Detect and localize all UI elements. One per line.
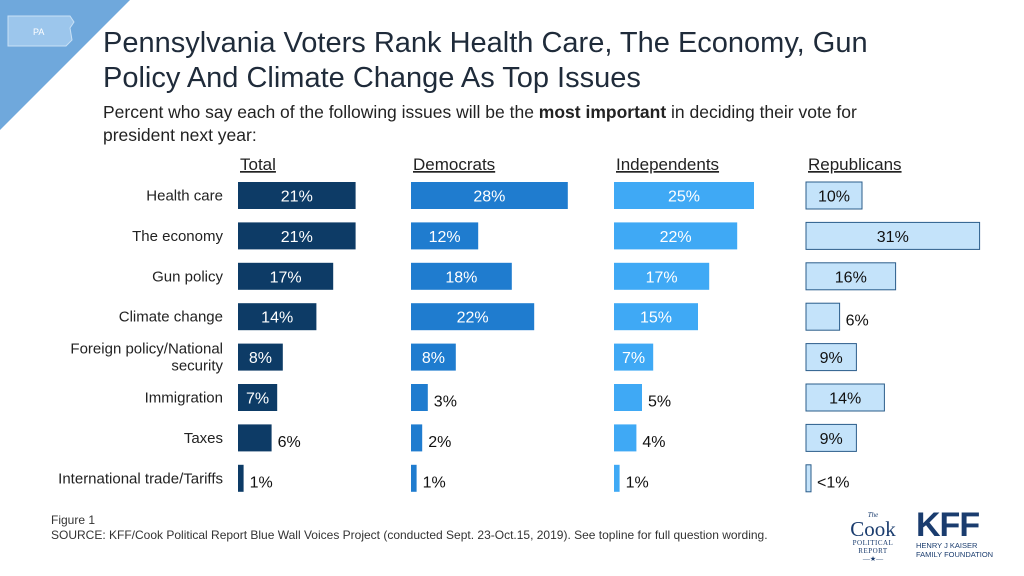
- cook-political-report-logo: The Cook POLITICAL REPORT —★—: [838, 512, 908, 564]
- bar: [805, 262, 897, 291]
- category-label: Health care: [146, 188, 223, 205]
- data-label: 9%: [820, 431, 843, 448]
- data-label: 14%: [261, 310, 293, 327]
- figure-label: Figure 1: [51, 513, 96, 527]
- subtitle: Percent who say each of the following is…: [103, 102, 857, 145]
- bar: [411, 424, 423, 452]
- bar: [805, 343, 857, 372]
- data-label: <1%: [817, 474, 849, 491]
- category-label: Foreign policy/National security: [70, 341, 223, 375]
- bar: [411, 222, 479, 250]
- category-label: International trade/Tariffs: [58, 470, 223, 487]
- state-badge: PA: [0, 0, 130, 130]
- footer: Figure 1 SOURCE: KFF/Cook Political Repo…: [51, 513, 768, 543]
- data-label: 8%: [249, 350, 272, 367]
- series-header: Democrats: [413, 155, 495, 174]
- data-label: 1%: [626, 474, 649, 491]
- data-label: 25%: [668, 189, 700, 206]
- kff-logo: KFF HENRY J KAISER FAMILY FOUNDATION: [916, 506, 994, 559]
- data-label: 15%: [640, 310, 672, 327]
- state-abbrev: PA: [33, 27, 44, 37]
- bar: [614, 222, 738, 250]
- bar: [411, 343, 456, 371]
- category-label: Taxes: [184, 430, 223, 447]
- category-label: Immigration: [145, 390, 223, 407]
- data-label: 3%: [434, 394, 457, 411]
- series-header: Republicans: [808, 155, 902, 174]
- bar: [238, 303, 317, 331]
- bar: [614, 182, 754, 209]
- bar: [238, 343, 283, 371]
- data-label: 10%: [818, 189, 850, 206]
- category-label: Climate change: [119, 309, 223, 326]
- data-label: 6%: [278, 434, 301, 451]
- data-label: 9%: [820, 350, 843, 367]
- data-label: 22%: [457, 310, 489, 327]
- page-title: Pennsylvania Voters Rank Health Care, Th…: [103, 27, 868, 94]
- bar: [805, 181, 863, 210]
- bar: [411, 464, 417, 492]
- data-label: 1%: [423, 474, 446, 491]
- bar: [614, 262, 710, 290]
- bar: [238, 182, 356, 209]
- bar: [614, 424, 637, 452]
- bar: [238, 222, 356, 250]
- star-icon: —★—: [862, 555, 884, 563]
- source-note: SOURCE: KFF/Cook Political Report Blue W…: [51, 528, 768, 542]
- series-header: Total: [240, 155, 276, 174]
- data-label: 4%: [642, 434, 665, 451]
- bar: [411, 384, 428, 411]
- bar: [238, 424, 272, 452]
- data-label: 16%: [835, 269, 867, 286]
- pennsylvania-map-icon: [7, 15, 75, 47]
- bar: [805, 383, 885, 412]
- data-label: 12%: [429, 229, 461, 246]
- data-label: 28%: [473, 189, 505, 206]
- bar: [614, 384, 642, 411]
- bar: [238, 262, 334, 290]
- bar: [614, 464, 620, 492]
- data-label: 1%: [250, 474, 273, 491]
- bar: [238, 464, 244, 492]
- data-label: 7%: [246, 391, 269, 408]
- data-label: 31%: [877, 229, 909, 246]
- bar: [805, 302, 841, 331]
- data-label: 14%: [829, 391, 861, 408]
- data-label: 18%: [445, 269, 477, 286]
- bar: [411, 182, 568, 209]
- category-label: The economy: [132, 228, 223, 245]
- data-label: 6%: [846, 313, 869, 330]
- data-label: 22%: [660, 229, 692, 246]
- bar: [411, 303, 535, 331]
- bar: [614, 303, 698, 331]
- bar: [614, 343, 654, 371]
- data-label: 17%: [646, 269, 678, 286]
- data-label: 5%: [648, 394, 671, 411]
- bar: [805, 423, 857, 452]
- data-label: 2%: [428, 434, 451, 451]
- bar: [411, 262, 512, 290]
- bar: [805, 221, 981, 250]
- data-label: 7%: [622, 350, 645, 367]
- bar: [805, 464, 812, 493]
- category-label: Gun policy: [152, 268, 223, 285]
- data-label: 8%: [422, 350, 445, 367]
- bar: [238, 384, 278, 411]
- data-label: 21%: [281, 189, 313, 206]
- data-label: 17%: [270, 269, 302, 286]
- data-label: 21%: [281, 229, 313, 246]
- series-header: Independents: [616, 155, 719, 174]
